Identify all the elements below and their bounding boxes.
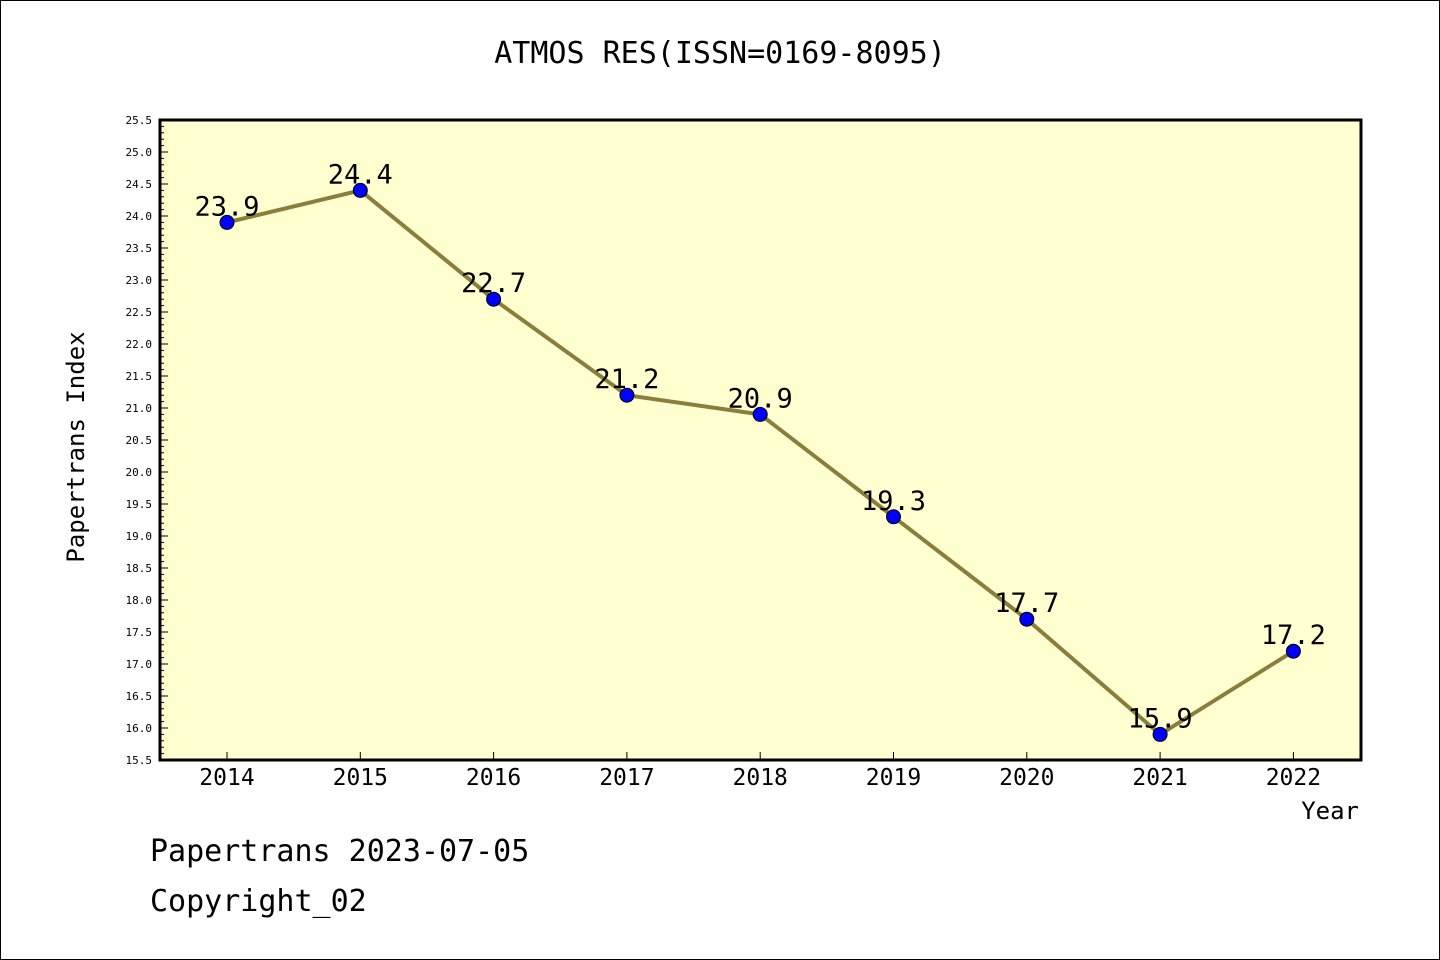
y-tick-label: 25.5: [126, 114, 153, 127]
x-tick-label: 2021: [1132, 765, 1187, 791]
data-point: [219, 214, 235, 230]
data-point: [1019, 611, 1035, 627]
footer-copyright: Copyright_02: [150, 884, 367, 919]
y-tick-label: 16.5: [126, 690, 153, 703]
data-point: [1285, 643, 1301, 659]
data-label: 23.9: [194, 191, 259, 222]
y-tick-label: 22.0: [126, 338, 153, 351]
chart-title: ATMOS RES(ISSN=0169-8095): [494, 36, 946, 71]
x-tick-label: 2020: [999, 765, 1054, 791]
data-label: 22.7: [461, 268, 526, 299]
x-axis: 2014 2015 2016 2017 2018 2019 2020 2021 2022: [199, 752, 1321, 791]
y-tick-label: 20.0: [126, 466, 153, 479]
x-tick-label: 2019: [866, 765, 921, 791]
y-tick-label: 25.0: [126, 146, 153, 159]
data-point: [486, 291, 502, 307]
y-tick-label: 19.5: [126, 498, 153, 511]
data-label: 17.7: [994, 588, 1059, 619]
y-tick-label: 21.5: [126, 370, 153, 383]
y-tick-label: 20.5: [126, 434, 153, 447]
y-tick-label: 22.5: [126, 306, 153, 319]
data-label: 15.9: [1128, 703, 1193, 734]
footer-date: Papertrans 2023-07-05: [150, 834, 530, 869]
plot-area: [158, 118, 1363, 762]
y-tick-label: 23.5: [126, 242, 153, 255]
data-point: [352, 182, 368, 198]
y-axis-label: Papertrans Index: [62, 331, 90, 563]
y-axis: 15.5 16.0 16.5 17.0 17.5 18.0 18.5 19.0 19.5 20.0…: [126, 114, 168, 767]
data-label: 24.4: [328, 159, 393, 190]
data-point: [1152, 726, 1168, 742]
x-tick-label: 2018: [733, 765, 788, 791]
x-tick-label: 2016: [466, 765, 521, 791]
y-tick-label: 17.5: [126, 626, 153, 639]
data-label: 19.3: [861, 486, 926, 517]
y-tick-label: 19.0: [126, 530, 153, 543]
data-label: 21.2: [594, 364, 659, 395]
x-tick-label: 2014: [199, 765, 254, 791]
data-point: [886, 509, 901, 525]
x-tick-label: 2017: [599, 765, 654, 791]
data-point: [752, 406, 768, 422]
x-tick-label: 2015: [333, 765, 388, 791]
data-labels: 23.9 24.4 22.7 21.2 20.9 19.3 17.7 15.9 17.2: [194, 159, 1325, 734]
data-points: [219, 182, 1301, 742]
data-point: [619, 387, 635, 403]
y-tick-label: 18.5: [126, 562, 153, 575]
y-tick-label: 24.5: [126, 178, 153, 191]
y-tick-label: 21.0: [126, 402, 153, 415]
y-tick-label: 24.0: [126, 210, 153, 223]
y-tick-label: 23.0: [126, 274, 153, 287]
x-axis-label: Year: [1301, 797, 1359, 825]
y-tick-label: 15.5: [126, 754, 153, 767]
y-tick-label: 17.0: [126, 658, 153, 671]
y-tick-label: 16.0: [126, 722, 153, 735]
y-tick-label: 18.0: [126, 594, 153, 607]
x-tick-label: 2022: [1266, 765, 1321, 791]
data-label: 20.9: [728, 383, 793, 414]
data-label: 17.2: [1261, 620, 1326, 651]
